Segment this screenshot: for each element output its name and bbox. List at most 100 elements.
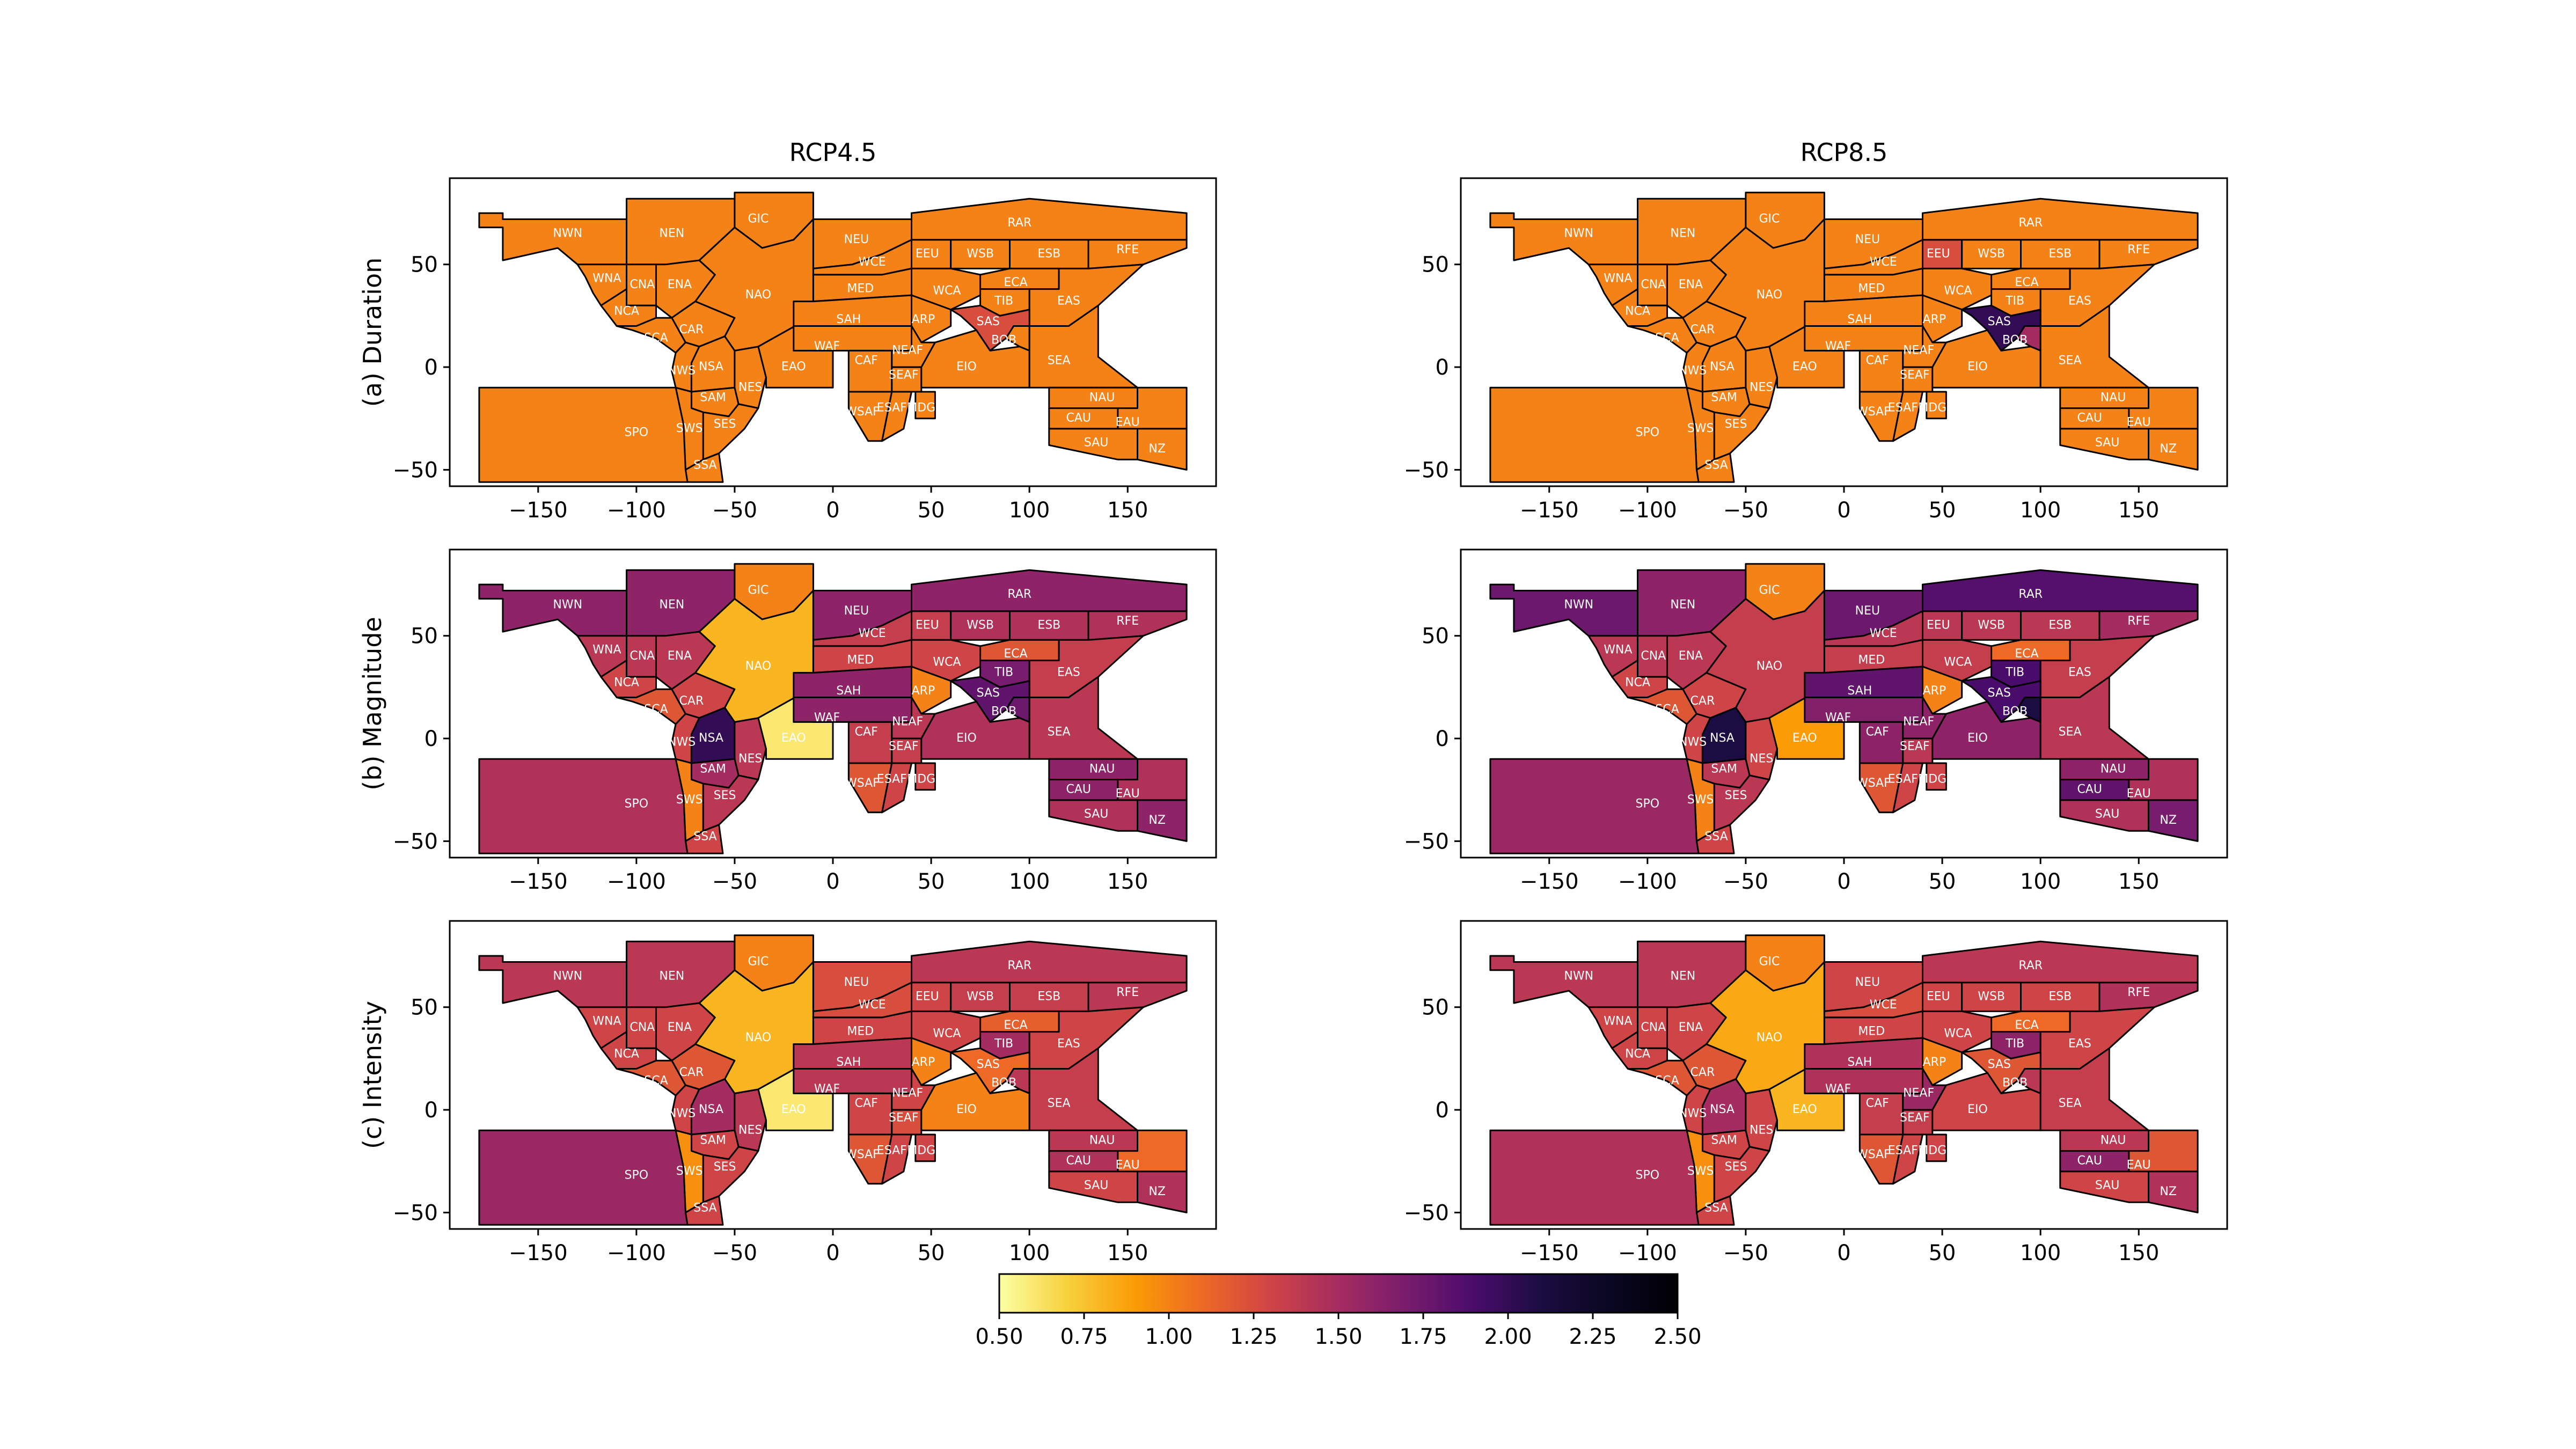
region-label: SAH [836,1056,861,1069]
region-sau [1048,1170,1138,1203]
region-eio [920,329,1030,389]
panel-rcp8-5-a-duration: NWN NEN GIC WNA CNA ENA NCA SCA CAR NWS NSA SAM NES S… [1404,177,2228,523]
region-label: ARP [1923,684,1946,698]
region-esaf [1892,762,1923,814]
region-label: SAS [977,686,1000,700]
region-label: SAM [1711,763,1737,776]
region-label: SAU [2095,436,2120,450]
region-label: CAR [1690,323,1715,336]
region-label: RAR [1007,216,1031,230]
region-label: EAU [1116,415,1140,429]
region-label: EIO [956,360,977,374]
region-nz [2148,428,2199,471]
region-label: NWS [668,364,696,378]
region-label: CAR [679,694,704,708]
region-label: EAU [2127,787,2151,800]
region-label: NAU [1089,391,1115,405]
region-label: ARP [912,684,935,698]
region-label: SES [714,418,736,431]
region-label: NEN [1670,969,1695,983]
region-wsaf [1858,762,1904,814]
region-label: BOB [991,333,1016,347]
region-label: NES [738,1123,762,1137]
x-tick-label: −100 [607,498,666,523]
region-label: SAU [1084,1179,1109,1192]
region-label: NEN [659,969,684,983]
region-label: WCA [933,1027,961,1041]
region-label: SAS [1988,315,2011,328]
region-label: SEA [1048,1097,1071,1110]
y-tick-label: −50 [393,1201,438,1225]
region-label: NZ [2160,1185,2177,1198]
region-sea [1028,1047,1138,1131]
region-nz [1137,1170,1188,1213]
region-label: WAF [1825,1082,1851,1096]
region-label: GIC [748,584,769,597]
region-label: NWS [1679,736,1707,749]
region-label: ARP [1923,1056,1946,1069]
y-tick-label: 50 [411,253,438,277]
x-tick-label: 150 [1107,1241,1148,1265]
region-label: SSA [693,459,716,472]
colorbar-tick-label: 2.50 [1653,1324,1701,1349]
region-sea [2039,1047,2149,1131]
region-sea [1028,304,1138,389]
region-label: CAF [855,726,878,739]
region-label: ARP [912,313,935,326]
x-tick-label: 150 [2118,869,2159,894]
region-label: EAS [2068,295,2091,308]
y-tick-label: −50 [1404,1201,1449,1225]
region-spo [1489,758,1700,854]
region-label: RAR [2018,959,2043,972]
region-label: ESB [1037,619,1060,632]
y-tick-label: −50 [393,829,438,854]
region-eio [1931,1072,2041,1131]
region-label: SWS [1687,422,1714,435]
region-spo [478,1129,689,1226]
region-label: CAR [1690,1066,1715,1079]
region-label: SSA [693,830,716,844]
region-label: RAR [2018,588,2043,601]
region-label: GIC [1759,213,1780,226]
region-label: EAU [1116,1158,1140,1172]
region-label: WAF [814,711,840,724]
region-label: RFE [2127,986,2150,999]
region-label: EAS [1057,295,1080,308]
region-label: NEAF [1903,715,1934,728]
region-label: MDG [1918,1144,1946,1158]
region-label: NEU [844,604,869,618]
region-wsaf [1858,391,1904,442]
region-label: TIB [994,1037,1013,1051]
region-label: EIO [1967,731,1988,745]
region-mdg [914,762,936,791]
region-label: SSA [1704,459,1728,472]
x-tick-label: −50 [712,498,757,523]
region-label: SEAF [889,740,919,753]
region-label: NSA [699,360,723,374]
region-label: NZ [1148,814,1166,827]
column-title: RCP4.5 [789,138,877,167]
region-label: NWS [1679,364,1707,378]
x-tick-label: 100 [2020,498,2061,523]
region-label: WSAF [1856,405,1891,419]
region-label: CNA [1641,1021,1666,1034]
region-label: SPO [1636,426,1660,440]
region-label: SCA [644,1074,668,1088]
y-tick-label: 0 [1436,1098,1449,1123]
region-label: EEU [916,990,939,1004]
region-rar [1922,569,2199,612]
row-label: (b) Magnitude [358,617,387,790]
region-label: RFE [2127,243,2150,257]
x-tick-label: −100 [1618,498,1677,523]
region-label: WSB [1978,247,2005,261]
region-label: WAF [814,1082,840,1096]
region-spo [1489,386,1700,483]
region-label: EAU [1116,787,1140,800]
region-label: SSA [1704,1202,1728,1215]
region-esaf [881,1133,912,1185]
region-label: ENA [668,1021,692,1034]
region-label: NAO [745,1031,771,1044]
region-arp [911,665,952,715]
region-rar [1922,197,2199,241]
region-label: RFE [2127,614,2150,628]
